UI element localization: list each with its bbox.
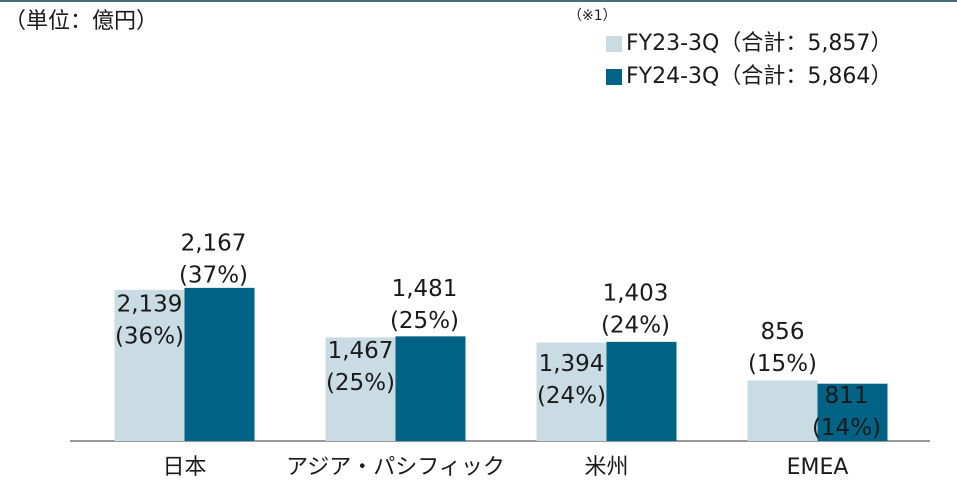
share-label: (15%): [748, 351, 817, 377]
legend-label: FY24-3Q（合計：5,864）: [626, 64, 892, 89]
bar: [817, 383, 888, 441]
x-tick-label: 日本: [162, 455, 206, 480]
bar: [536, 342, 607, 441]
bar: [114, 289, 185, 441]
bar: [606, 341, 677, 441]
legend-label: FY23-3Q（合計：5,857）: [626, 31, 892, 56]
value-label: 1,467: [328, 338, 394, 364]
x-tick-label: 米州: [584, 455, 628, 480]
share-label: (14%): [812, 415, 881, 441]
share-label: (36%): [115, 323, 184, 349]
x-tick-label: EMEA: [787, 455, 849, 480]
bar: [747, 380, 818, 441]
bar: [395, 336, 466, 441]
chart-title: （単位：億円）: [4, 9, 158, 34]
value-label: 811: [825, 383, 869, 409]
legend-swatch: [606, 69, 622, 85]
value-label: 1,394: [539, 351, 605, 377]
share-label: (24%): [537, 383, 606, 409]
value-label: 2,139: [117, 291, 183, 317]
value-label: 1,481: [392, 276, 458, 302]
x-tick-label: アジア・パシフィック: [286, 455, 505, 480]
share-label: (24%): [601, 312, 670, 338]
value-label: 2,167: [181, 230, 247, 256]
share-label: (25%): [390, 308, 459, 334]
value-label: 856: [761, 319, 805, 345]
legend-swatch: [606, 36, 622, 52]
annotation: （※1）: [568, 8, 617, 24]
share-label: (25%): [326, 370, 395, 396]
value-label: 1,403: [603, 280, 669, 306]
bar: [184, 287, 255, 441]
bar: [325, 337, 396, 441]
share-label: (37%): [179, 262, 248, 288]
